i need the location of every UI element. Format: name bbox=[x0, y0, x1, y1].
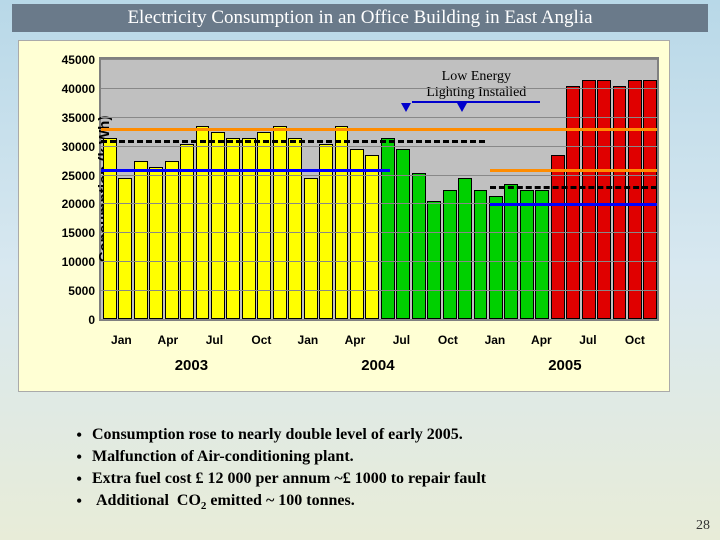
gridline: 10000 bbox=[101, 261, 657, 262]
x-tick-label: Jul bbox=[206, 333, 223, 347]
bar bbox=[365, 155, 379, 319]
slide: Electricity Consumption in an Office Bui… bbox=[0, 0, 720, 540]
bar bbox=[613, 86, 627, 319]
year-labels: 2003 2004 2005 bbox=[99, 357, 659, 377]
x-tick-label: Jul bbox=[393, 333, 410, 347]
bar bbox=[134, 161, 148, 319]
arrow-icon bbox=[457, 103, 467, 112]
x-tick-label: Oct bbox=[251, 333, 271, 347]
annotation-line1: Low Energy bbox=[442, 69, 511, 84]
x-tick-label: Apr bbox=[158, 333, 179, 347]
overlay-line bbox=[490, 186, 657, 189]
bar bbox=[458, 178, 472, 319]
y-tick-label: 10000 bbox=[62, 255, 95, 269]
year-label: 2005 bbox=[548, 357, 581, 374]
x-tick-label: Oct bbox=[625, 333, 645, 347]
x-tick-label: Oct bbox=[438, 333, 458, 347]
x-tick-label: Jan bbox=[111, 333, 132, 347]
bar bbox=[520, 190, 534, 319]
y-tick-label: 40000 bbox=[62, 82, 95, 96]
overlay-line bbox=[490, 169, 657, 172]
bar bbox=[474, 190, 488, 319]
gridline: 35000 bbox=[101, 117, 657, 118]
bar bbox=[304, 178, 318, 319]
bar bbox=[443, 190, 457, 319]
bullet-2: Malfunction of Air-conditioning plant. bbox=[76, 448, 700, 466]
x-tick-label: Jul bbox=[579, 333, 596, 347]
y-tick-label: 0 bbox=[88, 313, 95, 327]
annotation-label: Low Energy Lighting Installed bbox=[412, 69, 540, 103]
bar bbox=[551, 155, 565, 319]
bullet-list: Consumption rose to nearly double level … bbox=[36, 422, 700, 516]
y-tick-label: 20000 bbox=[62, 197, 95, 211]
bar bbox=[118, 178, 132, 319]
bar bbox=[427, 201, 441, 319]
slide-number: 28 bbox=[696, 518, 710, 534]
gridline: 30000 bbox=[101, 146, 657, 147]
overlay-line bbox=[101, 140, 485, 143]
overlay-line bbox=[490, 203, 657, 206]
bar bbox=[412, 173, 426, 319]
gridline: 40000 bbox=[101, 88, 657, 89]
gridline: 45000 bbox=[101, 59, 657, 60]
x-tick-label: Apr bbox=[345, 333, 366, 347]
y-tick-label: 45000 bbox=[62, 53, 95, 67]
bar bbox=[535, 190, 549, 319]
bar bbox=[288, 138, 302, 319]
y-tick-label: 30000 bbox=[62, 140, 95, 154]
x-tick-labels: Jan Apr Jul Oct Jan Apr Jul Oct Jan Apr Jul Oct bbox=[99, 333, 659, 349]
gridline: 5000 bbox=[101, 290, 657, 291]
bar bbox=[489, 196, 503, 319]
bar bbox=[242, 138, 256, 319]
bar bbox=[381, 138, 395, 319]
title-bar: Electricity Consumption in an Office Bui… bbox=[12, 4, 708, 32]
bar bbox=[149, 167, 163, 319]
y-tick-label: 15000 bbox=[62, 226, 95, 240]
year-label: 2004 bbox=[361, 357, 394, 374]
y-tick-label: 35000 bbox=[62, 111, 95, 125]
gridline: 0 bbox=[101, 319, 657, 320]
arrow-icon bbox=[401, 103, 411, 112]
bar bbox=[103, 138, 117, 319]
y-tick-label: 25000 bbox=[62, 169, 95, 183]
x-tick-label: Jan bbox=[298, 333, 319, 347]
bullet-4: Additional CO2 emitted ~ 100 tonnes. bbox=[76, 492, 700, 512]
bar bbox=[566, 86, 580, 319]
year-label: 2003 bbox=[175, 357, 208, 374]
plot-area: Consumption (k.Wh) Low Energy Lighting I… bbox=[99, 57, 659, 321]
gridline: 25000 bbox=[101, 175, 657, 176]
overlay-line bbox=[101, 128, 657, 131]
overlay-line bbox=[101, 169, 390, 172]
slide-title: Electricity Consumption in an Office Bui… bbox=[127, 7, 592, 29]
bullet-1: Consumption rose to nearly double level … bbox=[76, 426, 700, 444]
y-tick-label: 5000 bbox=[68, 284, 95, 298]
chart-panel: Consumption (k.Wh) Low Energy Lighting I… bbox=[18, 40, 670, 392]
x-tick-label: Apr bbox=[531, 333, 552, 347]
bullet-3: Extra fuel cost £ 12 000 per annum ~£ 10… bbox=[76, 470, 700, 488]
bar bbox=[226, 138, 240, 319]
gridline: 15000 bbox=[101, 232, 657, 233]
bar bbox=[165, 161, 179, 319]
x-tick-label: Jan bbox=[485, 333, 506, 347]
